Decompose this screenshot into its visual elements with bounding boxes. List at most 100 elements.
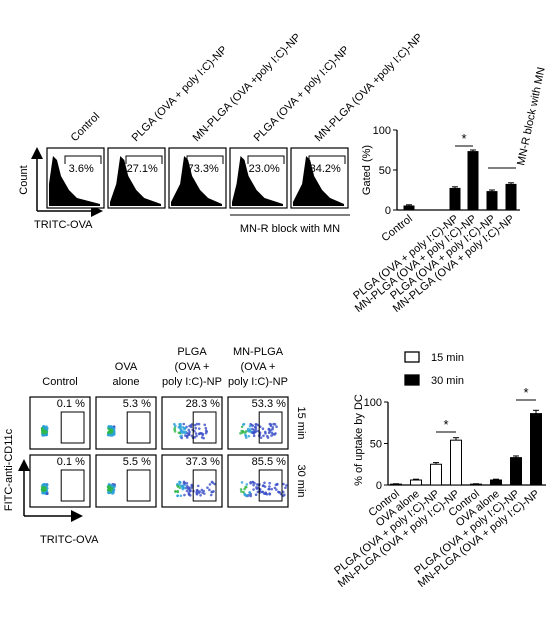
column-label: (OVA + [175, 361, 210, 373]
y-tick-label: 0 [385, 205, 391, 217]
flow-dot [245, 494, 249, 497]
flow-dot [187, 428, 191, 432]
flow-box [29, 396, 91, 450]
flow-dot [43, 431, 47, 435]
flow-dot [213, 482, 216, 486]
flow-dot [243, 487, 246, 491]
flow-dot [208, 483, 212, 486]
gate [192, 469, 217, 502]
flow-dot [173, 428, 176, 431]
significance-label: * [461, 131, 466, 146]
significance-label: * [523, 385, 528, 400]
flow-dot [179, 424, 182, 427]
flow-dot [205, 430, 209, 433]
y-tick-label: 0 [376, 480, 382, 492]
flow-dot [178, 483, 181, 486]
gate [126, 469, 151, 502]
flow-dot [248, 424, 252, 428]
flow-dot [188, 430, 191, 434]
bar [467, 151, 479, 211]
flow-dot [108, 425, 112, 429]
flow-dot [194, 432, 198, 435]
flow-dot [265, 492, 269, 496]
flow-dot [211, 490, 214, 494]
y-axis-label: Count [18, 165, 30, 194]
flow-dot [273, 423, 277, 426]
flow-dot [45, 492, 49, 495]
flow-dot [180, 436, 184, 440]
column-label: (OVA + [241, 361, 276, 373]
flow-dot [190, 483, 194, 487]
flow-dot [193, 436, 197, 439]
flow-box [227, 396, 289, 450]
flow-dot [185, 482, 189, 485]
flow-dot [266, 436, 270, 439]
gate-label: 0.1 % [57, 398, 85, 410]
gate [308, 155, 346, 164]
flow-dot [270, 487, 274, 491]
x-axis-label: TRITC-OVA [34, 219, 93, 231]
flow-dot [46, 486, 49, 490]
flow-dot [211, 481, 215, 484]
row-label: 15 min [295, 406, 307, 439]
flow-dot [263, 481, 266, 485]
flow-dot [240, 481, 244, 484]
flow-dot [174, 424, 177, 428]
flow-dot [247, 434, 251, 438]
group-label: MN-R block with MN [515, 66, 548, 167]
flow-dot [252, 434, 256, 438]
gate [247, 155, 285, 164]
flow-dot [183, 493, 186, 497]
flow-dot [193, 429, 196, 433]
flow-dot [176, 490, 180, 494]
row-label: 30 min [295, 464, 307, 497]
y-tick-label: 50 [370, 439, 382, 451]
flow-dot [111, 484, 114, 488]
flow-dot [253, 425, 257, 429]
flow-dot [243, 493, 247, 497]
x-tick-label: Control [380, 213, 415, 244]
flow-dot [195, 488, 199, 492]
flow-dot [197, 422, 201, 426]
flow-dot [45, 433, 48, 437]
flow-dot [240, 425, 244, 429]
gate-label: 0.1 % [57, 456, 85, 468]
gate-label: 53.3 % [252, 398, 286, 410]
gate-label: 37.3 % [186, 456, 220, 468]
legend-swatch [404, 351, 420, 363]
gate [192, 411, 217, 444]
flow-dot [176, 494, 180, 497]
flow-dot [251, 431, 254, 434]
flow-box [161, 396, 223, 450]
bar [410, 479, 422, 486]
column-label: MN-PLGA [233, 346, 284, 358]
flow-dot [42, 425, 45, 428]
flow-dot [179, 494, 183, 498]
flow-dot [198, 427, 201, 430]
flow-dot [200, 432, 204, 435]
flow-box [227, 454, 289, 508]
flow-dot [271, 427, 274, 431]
flow-dot [46, 483, 49, 487]
flow-dot [111, 489, 115, 493]
flow-dot [267, 431, 271, 435]
flow-dot [274, 488, 278, 491]
flow-dot [268, 481, 271, 485]
flow-dot [256, 490, 260, 494]
flow-dot [208, 488, 211, 492]
column-label: poly I:C)-NP [162, 376, 222, 388]
flow-dot [44, 429, 47, 433]
flow-dot [182, 482, 186, 485]
flow-dot [251, 424, 255, 427]
flow-dot [113, 483, 116, 486]
bar [490, 479, 502, 486]
flow-dot [278, 491, 281, 494]
flow-dot [184, 434, 187, 437]
group-label: MN-R block with MN [240, 223, 340, 235]
bar [510, 457, 522, 486]
flow-dot [271, 433, 275, 436]
bar [505, 183, 517, 211]
legend-label: 15 min [431, 352, 464, 364]
gate [60, 469, 85, 502]
